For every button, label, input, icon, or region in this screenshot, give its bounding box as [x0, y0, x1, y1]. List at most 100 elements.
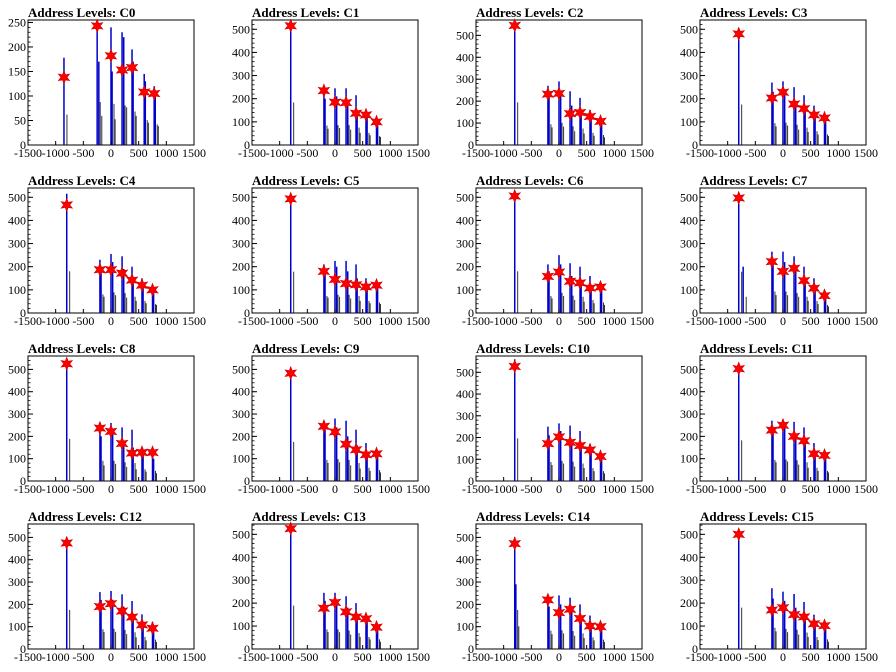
- peak-marker: [104, 424, 118, 439]
- x-tick-label: 500: [578, 146, 596, 160]
- y-tick-label: 500: [8, 190, 26, 204]
- x-tick-label: 1500: [182, 146, 206, 160]
- panel-title: Address Levels: C4: [28, 173, 136, 188]
- peak-marker: [797, 273, 811, 288]
- panel-title: Address Levels: C3: [700, 5, 808, 20]
- x-tick-label: -1000: [490, 314, 518, 328]
- peak-marker: [93, 262, 107, 278]
- y-tick-label: 400: [680, 45, 698, 59]
- y-tick-label: 500: [232, 527, 250, 541]
- x-tick-label: -500: [72, 650, 94, 664]
- y-tick-label: 0: [244, 642, 250, 656]
- x-tick-label: -500: [744, 650, 766, 664]
- y-tick-label: 300: [232, 407, 250, 421]
- y-tick-label: 200: [680, 596, 698, 610]
- y-tick-label: 400: [456, 213, 474, 227]
- peak-marker: [284, 191, 298, 207]
- x-tick-label: -1000: [42, 482, 70, 496]
- peak-marker: [818, 288, 831, 303]
- y-tick-label: 200: [456, 94, 474, 108]
- x-tick-label: -1500: [686, 314, 714, 328]
- x-tick-label: -1500: [238, 482, 266, 496]
- peak-marker: [776, 263, 790, 279]
- histogram-panel: Address Levels: C10100200300400500-1500-…: [232, 5, 430, 160]
- y-tick-label: 300: [456, 575, 474, 589]
- y-tick-label: 0: [468, 138, 474, 152]
- peak-marker: [573, 275, 587, 291]
- peak-marker: [328, 595, 342, 610]
- peak-marker: [359, 447, 373, 462]
- peak-marker: [818, 110, 831, 126]
- peak-marker: [787, 429, 801, 444]
- y-tick-label: 400: [456, 50, 474, 64]
- x-tick-label: 500: [802, 314, 820, 328]
- x-tick-label: -1500: [238, 146, 266, 160]
- x-tick-label: -500: [296, 482, 318, 496]
- y-tick-label: 200: [8, 429, 26, 443]
- peak-marker: [57, 70, 71, 85]
- y-tick-label: 500: [456, 28, 474, 42]
- peak-marker: [508, 359, 522, 374]
- x-tick-label: 1000: [826, 482, 850, 496]
- x-tick-label: 1000: [154, 314, 178, 328]
- x-tick-label: 1500: [182, 314, 206, 328]
- peak-marker: [573, 105, 587, 120]
- y-tick-label: 0: [20, 138, 26, 152]
- x-tick-label: 1000: [378, 650, 402, 664]
- peak-marker: [328, 272, 342, 287]
- y-tick-label: 300: [456, 409, 474, 423]
- x-tick-label: -500: [296, 650, 318, 664]
- x-tick-label: -500: [296, 314, 318, 328]
- y-tick-label: 400: [232, 213, 250, 227]
- x-tick-label: 0: [556, 650, 562, 664]
- y-tick-label: 200: [8, 40, 26, 54]
- x-tick-label: 500: [802, 146, 820, 160]
- peak-marker: [93, 599, 107, 614]
- x-tick-label: -1000: [266, 146, 294, 160]
- histogram-panel: Address Levels: C15 0 100 200 300 400 500 -1500…: [680, 509, 878, 664]
- y-tick-label: 400: [8, 213, 26, 227]
- peak-marker: [787, 607, 801, 622]
- x-tick-label: -1000: [266, 314, 294, 328]
- y-tick-label: 500: [456, 190, 474, 204]
- y-tick-label: 500: [680, 362, 698, 376]
- peak-marker: [765, 254, 779, 269]
- x-tick-label: 1000: [602, 650, 626, 664]
- x-tick-label: -1000: [714, 482, 742, 496]
- x-tick-label: 500: [130, 482, 148, 496]
- x-tick-label: 0: [108, 314, 114, 328]
- y-tick-label: 400: [8, 385, 26, 399]
- x-tick-label: 500: [578, 650, 596, 664]
- histogram-panel: Address Levels: C14 0 100 200 300 400 500 -1500…: [456, 509, 654, 664]
- peak-marker: [135, 445, 149, 460]
- y-tick-label: 400: [456, 553, 474, 567]
- x-tick-label: 1500: [406, 482, 430, 496]
- panel-title: Address Levels: C6: [476, 173, 584, 188]
- peak-marker: [317, 418, 331, 434]
- histogram-panel: Address Levels: C50100200300400500-1500-…: [232, 173, 430, 328]
- x-tick-label: -1000: [490, 146, 518, 160]
- x-tick-label: -1000: [266, 650, 294, 664]
- y-tick-label: 50: [14, 113, 26, 127]
- x-tick-label: -1500: [686, 482, 714, 496]
- x-tick-label: -1000: [490, 482, 518, 496]
- peak-marker: [563, 273, 577, 289]
- peak-marker: [60, 197, 74, 213]
- panel-title: Address Levels: C10: [476, 341, 590, 356]
- x-tick-label: -500: [744, 482, 766, 496]
- panel-title: Address Levels: C2: [476, 5, 583, 20]
- peak-marker: [573, 611, 587, 626]
- x-tick-label: 1500: [182, 650, 206, 664]
- x-tick-label: 1000: [154, 146, 178, 160]
- panel-title: Address Levels: C0: [28, 5, 135, 20]
- x-tick-label: 0: [556, 146, 562, 160]
- peak-marker: [328, 94, 342, 110]
- y-tick-label: 0: [692, 138, 698, 152]
- x-tick-label: -500: [520, 314, 542, 328]
- x-tick-label: 0: [780, 314, 786, 328]
- peak-marker: [807, 446, 821, 462]
- y-tick-label: 200: [8, 260, 26, 274]
- x-tick-label: -1000: [266, 482, 294, 496]
- x-tick-label: 500: [802, 650, 820, 664]
- y-tick-label: 0: [20, 642, 26, 656]
